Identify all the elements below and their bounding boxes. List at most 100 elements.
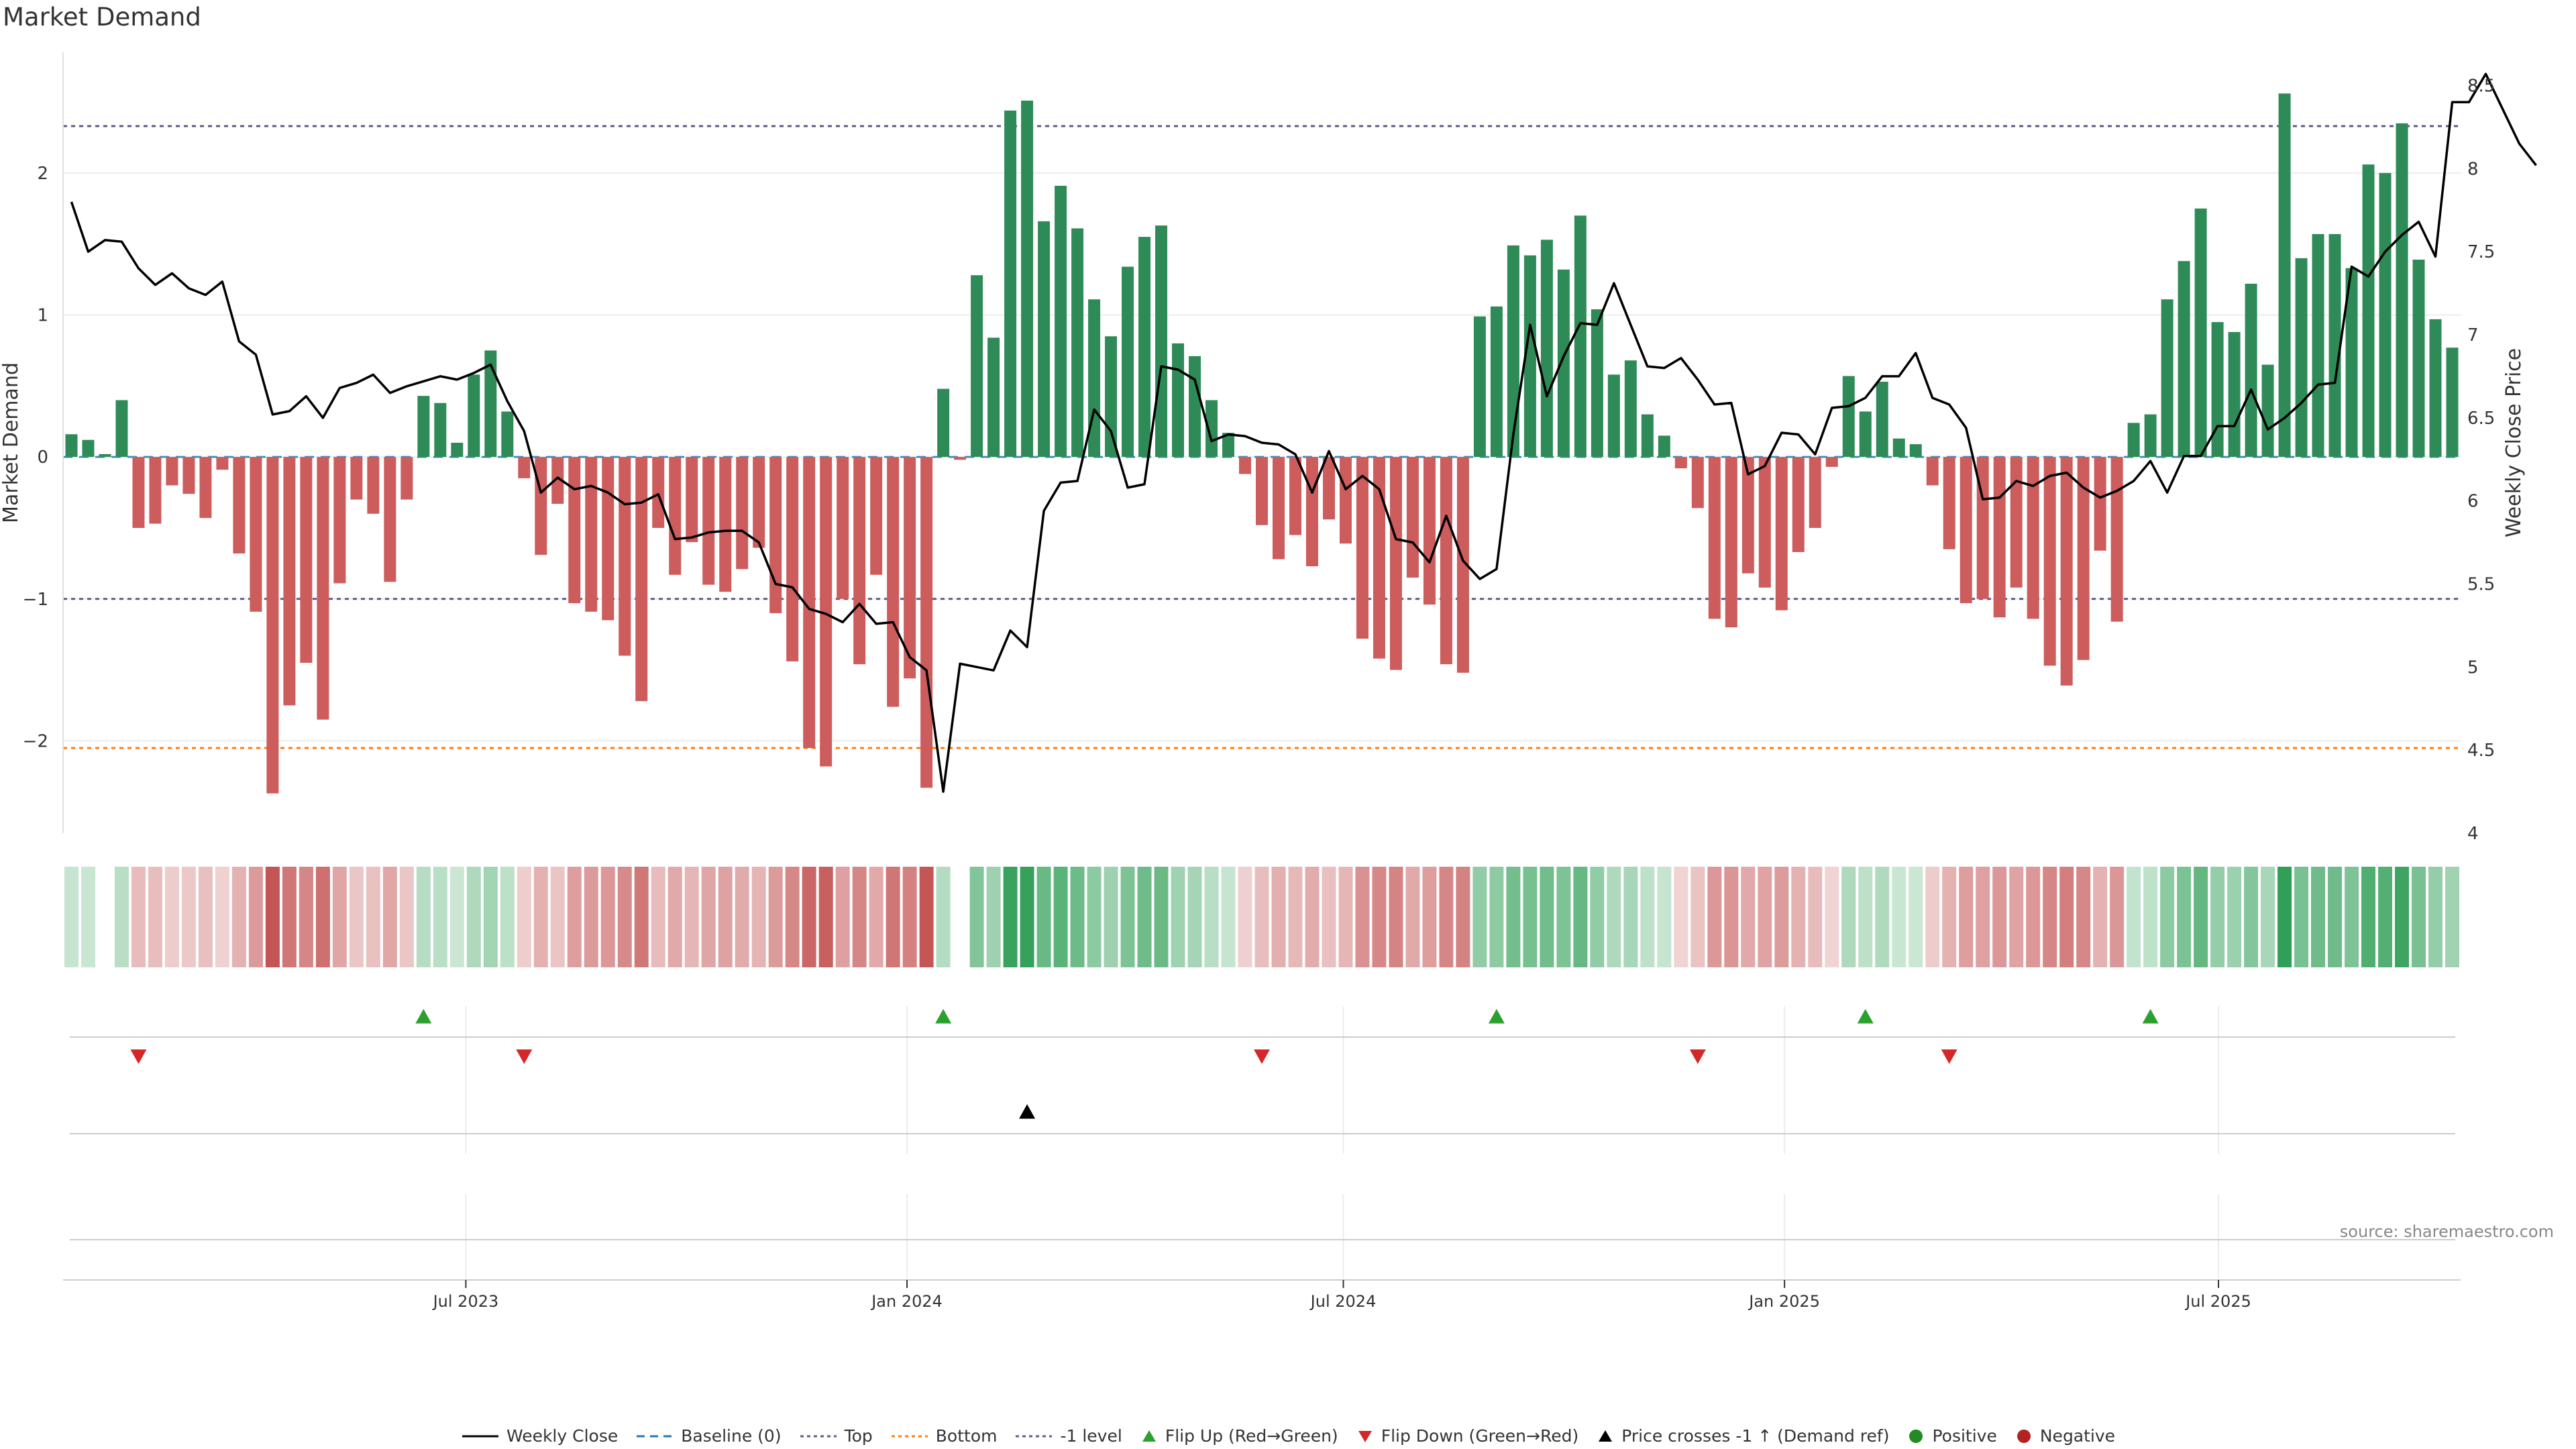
heat-cell <box>1137 867 1152 967</box>
y2-axis-title: Weekly Close Price <box>2502 348 2526 537</box>
demand-bar <box>702 457 715 585</box>
demand-bar <box>1172 343 1185 458</box>
dot-icon <box>1909 1429 1923 1443</box>
heat-cell <box>2311 867 2326 967</box>
heat-cell <box>2210 867 2225 967</box>
y2-tick-label: 5.5 <box>2467 575 2495 595</box>
demand-bar <box>300 457 313 663</box>
demand-bar <box>233 457 246 554</box>
heat-cell <box>1305 867 1320 967</box>
heat-cell <box>1758 867 1772 967</box>
demand-bar <box>451 443 464 458</box>
heat-cell <box>1271 867 1286 967</box>
price-cross-marker <box>1019 1104 1036 1119</box>
heat-cell <box>1674 867 1688 967</box>
heat-cell <box>2244 867 2259 967</box>
heat-cell <box>1992 867 2007 967</box>
solid-line-icon <box>462 1435 498 1437</box>
heat-cell <box>2194 867 2208 967</box>
heat-cell <box>1892 867 1907 967</box>
demand-bars <box>65 93 2459 794</box>
demand-bar <box>1658 435 1670 458</box>
heat-cell <box>1120 867 1135 967</box>
heat-cell <box>131 867 146 967</box>
demand-bar <box>1507 245 1519 458</box>
x-tick-label: Jul 2025 <box>2184 1292 2251 1311</box>
demand-bar <box>1792 457 1805 552</box>
demand-bar <box>669 457 682 575</box>
legend-label: Negative <box>2039 1426 2116 1446</box>
legend-swatch <box>2017 1429 2031 1443</box>
heat-cell <box>1439 867 1454 967</box>
heat-cell <box>936 867 951 967</box>
demand-bar <box>1825 457 1838 467</box>
heat-cell <box>2261 867 2275 967</box>
demand-bar <box>1389 457 1402 670</box>
heat-cell <box>349 867 364 967</box>
demand-bar <box>619 457 631 656</box>
heat-cell <box>2043 867 2057 967</box>
demand-bar <box>2043 457 2056 666</box>
demand-bar <box>115 400 128 458</box>
demand-bar <box>1775 457 1788 610</box>
heat-cell <box>1741 867 1756 967</box>
source-credit: source: sharemaestro.com <box>2339 1222 2554 1241</box>
y-axis-title: Market Demand <box>0 362 23 523</box>
heat-cell <box>852 867 867 967</box>
heat-cell <box>148 867 162 967</box>
demand-bar <box>1440 457 1452 665</box>
demand-bar <box>1976 457 1989 599</box>
heat-cell <box>382 867 397 967</box>
heat-cell <box>433 867 447 967</box>
heat-cell <box>399 867 414 967</box>
legend-swatch <box>1599 1430 1613 1442</box>
legend-item: Flip Down (Green→Red) <box>1356 1426 1578 1446</box>
legend-swatch <box>1142 1430 1156 1442</box>
legend-label: Flip Up (Red→Green) <box>1165 1426 1338 1446</box>
demand-bar <box>635 457 648 702</box>
heat-cell <box>1724 867 1739 967</box>
demand-bar <box>1088 299 1101 458</box>
weekly-close-line <box>70 72 2537 793</box>
heat-cell <box>449 867 464 967</box>
demand-bar <box>1909 444 1922 458</box>
y-tick-label: −1 <box>23 590 48 610</box>
flip-down-marker <box>1689 1049 1706 1064</box>
x-tick-label: Jul 2024 <box>1309 1292 1377 1311</box>
demand-bar <box>1339 457 1352 544</box>
heat-cell <box>584 867 598 967</box>
heat-cell <box>600 867 615 967</box>
demand-bar <box>2278 93 2291 458</box>
heat-cell <box>2277 867 2292 967</box>
demand-bar <box>2211 322 2224 458</box>
heat-cell <box>902 867 917 967</box>
demand-bar <box>1289 457 1301 535</box>
heat-cell <box>550 867 565 967</box>
demand-bar <box>2194 208 2207 458</box>
demand-bar <box>1473 316 1486 458</box>
legend-swatch <box>1358 1430 1372 1442</box>
demand-bar <box>1809 457 1821 528</box>
heat-cell <box>1808 867 1823 967</box>
demand-bar <box>2362 164 2375 458</box>
heat-cell <box>1036 867 1051 967</box>
demand-bar <box>1859 411 1872 458</box>
heat-cell <box>1171 867 1185 967</box>
heat-cell <box>2177 867 2192 967</box>
heat-cell <box>1774 867 1789 967</box>
demand-bar <box>937 388 950 458</box>
heat-cell <box>1204 867 1219 967</box>
demand-bar <box>1842 376 1855 458</box>
heat-cell <box>2378 867 2393 967</box>
heat-cell <box>2328 867 2343 967</box>
heat-cell <box>1154 867 1169 967</box>
demand-bar <box>65 434 78 458</box>
demand-bar <box>1490 306 1503 458</box>
heat-cell <box>1540 867 1554 967</box>
heat-cell <box>1875 867 1890 967</box>
heat-cell <box>265 867 280 967</box>
demand-bar <box>2010 457 2023 588</box>
demand-bar <box>1691 457 1704 508</box>
heat-cell <box>198 867 213 967</box>
demand-bar <box>400 457 413 500</box>
